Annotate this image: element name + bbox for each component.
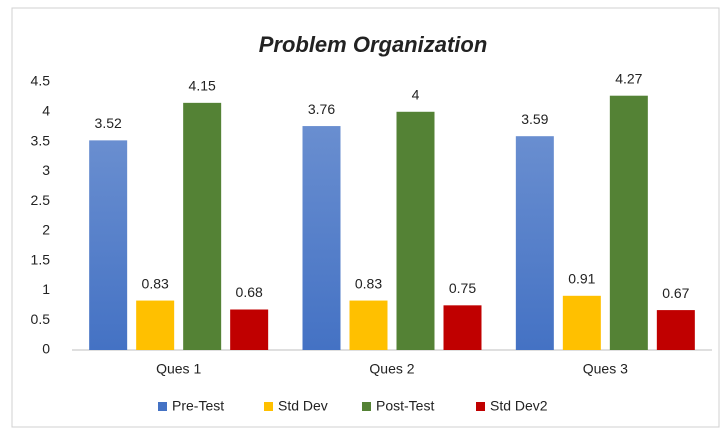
data-label: 0.75 (449, 280, 476, 296)
bar (609, 95, 648, 350)
data-label: 3.59 (521, 111, 548, 127)
y-tick-label: 3 (42, 162, 50, 178)
bar (183, 102, 222, 350)
bar (443, 305, 482, 350)
chart-title: Problem Organization (259, 32, 488, 57)
bar (136, 300, 175, 350)
legend-label: Std Dev2 (490, 398, 548, 414)
legend-label: Pre-Test (172, 398, 224, 414)
y-tick-label: 2.5 (31, 192, 51, 208)
y-tick-label: 0.5 (31, 311, 51, 327)
x-tick-label: Ques 3 (583, 361, 628, 377)
legend-label: Post-Test (376, 398, 434, 414)
data-label: 0.91 (568, 271, 595, 287)
chart-frame (11, 7, 720, 428)
bar (515, 136, 554, 350)
y-tick-label: 4 (42, 102, 50, 118)
x-tick-label: Ques 1 (156, 361, 201, 377)
legend-label: Std Dev (278, 398, 328, 414)
bar (396, 111, 435, 351)
bar (302, 126, 341, 351)
data-label: 3.76 (308, 101, 335, 117)
y-tick-label: 2 (42, 222, 50, 238)
bar (230, 309, 269, 350)
legend-swatch (158, 402, 167, 411)
y-tick-label: 1 (42, 281, 50, 297)
data-label: 4 (412, 86, 420, 102)
legend-swatch (476, 402, 485, 411)
bar (562, 295, 601, 350)
bar (349, 300, 388, 350)
data-label: 0.83 (355, 275, 382, 291)
x-tick-label: Ques 2 (369, 361, 414, 377)
y-tick-label: 4.5 (31, 73, 51, 89)
legend-swatch (264, 402, 273, 411)
bar (656, 310, 695, 350)
data-label: 4.27 (615, 70, 642, 86)
data-label: 0.68 (236, 284, 263, 300)
data-label: 0.67 (662, 285, 689, 301)
data-label: 0.83 (142, 275, 169, 291)
data-label: 3.52 (95, 115, 122, 131)
y-tick-label: 3.5 (31, 132, 51, 148)
bar (89, 140, 128, 350)
legend-swatch (362, 402, 371, 411)
y-tick-label: 0 (42, 341, 50, 357)
y-tick-label: 1.5 (31, 251, 51, 267)
data-label: 4.15 (189, 78, 216, 94)
